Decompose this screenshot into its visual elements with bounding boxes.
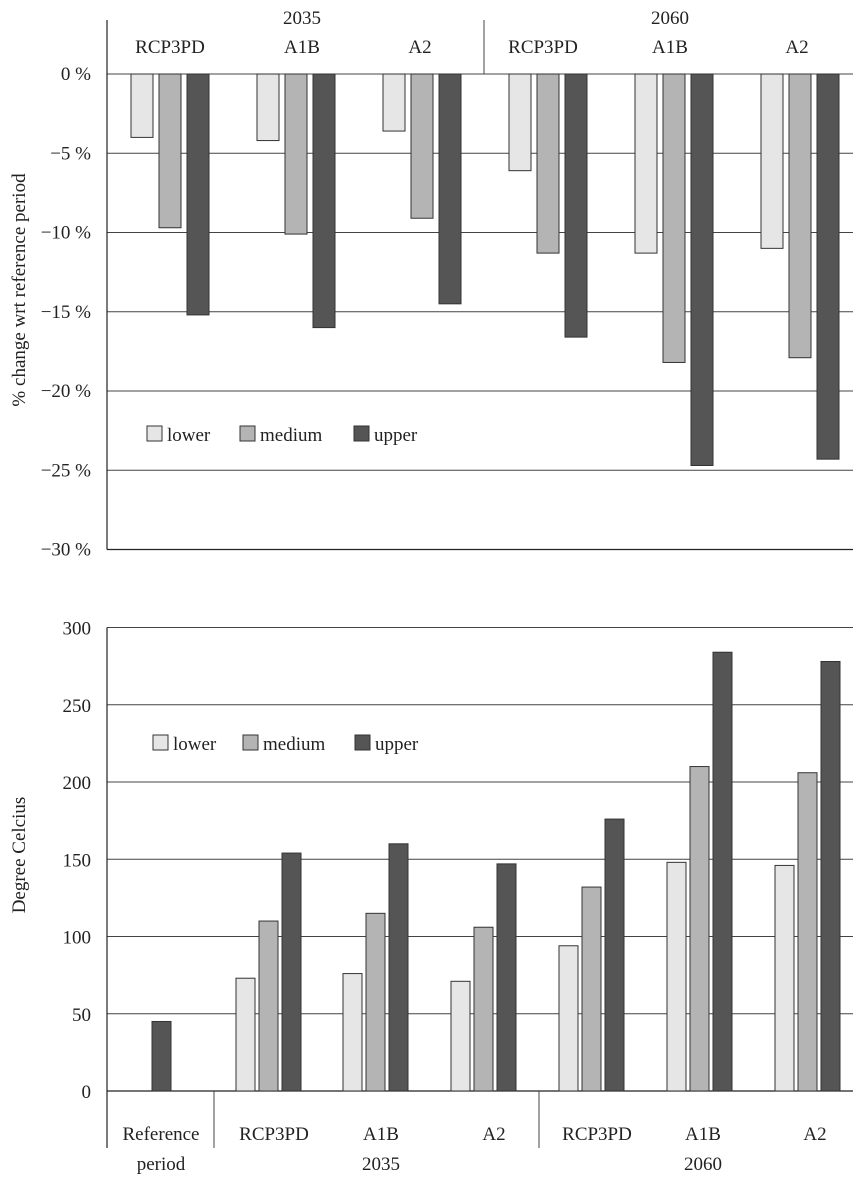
bar-medium xyxy=(365,912,386,1092)
legend-swatch-lower xyxy=(152,734,169,751)
chart-percent-change: 0 % −5 % −10 % −15 % −20 % −25 % −30 % RCP3PD A1… xyxy=(9,8,853,561)
legend-label: lower xyxy=(173,734,217,755)
bar-lower xyxy=(774,864,795,1092)
bar-lower xyxy=(382,73,406,132)
category-label: period xyxy=(137,1154,186,1175)
category-label: Reference xyxy=(123,1124,200,1145)
category-label: A1B xyxy=(363,1124,399,1145)
y-tick-label: 0 % xyxy=(61,64,91,85)
bar-upper xyxy=(186,73,210,316)
y-tick-label: 0 xyxy=(82,1082,92,1103)
y-tick-label: −20 % xyxy=(41,381,91,402)
bar-upper xyxy=(816,73,840,460)
bar-medium xyxy=(788,73,812,359)
y-axis-label: % change wrt reference period xyxy=(9,173,30,407)
bar-medium xyxy=(797,772,818,1092)
category-label: RCP3PD xyxy=(135,37,205,58)
y-axis-label: Degree Celcius xyxy=(9,797,30,914)
group-label: 2060 xyxy=(651,8,689,29)
legend-label: medium xyxy=(263,734,325,755)
y-tick-label: 100 xyxy=(63,928,92,949)
bar-medium xyxy=(473,926,494,1092)
group-label: 2060 xyxy=(684,1154,722,1175)
bar-medium xyxy=(536,73,560,254)
bar-medium xyxy=(581,886,602,1092)
bar-lower xyxy=(760,73,784,249)
bar-upper xyxy=(820,660,841,1092)
bar-lower xyxy=(666,861,687,1092)
bar-upper xyxy=(281,852,302,1092)
bar-upper xyxy=(312,73,336,329)
y-tick-label: −10 % xyxy=(41,223,91,244)
bar-lower xyxy=(130,73,154,138)
category-label: A2 xyxy=(482,1124,505,1145)
legend-label: lower xyxy=(167,425,211,446)
legend-swatch-medium xyxy=(242,734,259,751)
legend-swatch-upper xyxy=(354,734,371,751)
y-tick-label: 50 xyxy=(72,1005,91,1026)
bar-medium xyxy=(689,766,710,1092)
y-tick-label: −25 % xyxy=(41,460,91,481)
legend-swatch-medium xyxy=(239,425,256,442)
bar-lower xyxy=(342,973,363,1092)
category-label: RCP3PD xyxy=(562,1124,632,1145)
group-label: 2035 xyxy=(283,8,321,29)
legend-label: medium xyxy=(260,425,322,446)
bar-upper xyxy=(690,73,714,466)
legend-label: upper xyxy=(375,734,419,755)
category-label: A2 xyxy=(785,37,808,58)
legend-swatch-lower xyxy=(146,425,163,442)
y-tick-label: −15 % xyxy=(41,302,91,323)
bar-upper xyxy=(151,1020,172,1092)
bar-upper xyxy=(388,843,409,1092)
bar-lower xyxy=(256,73,280,142)
group-label: 2035 xyxy=(362,1154,400,1175)
bar-lower xyxy=(558,945,579,1092)
bar-medium xyxy=(662,73,686,363)
bar-medium xyxy=(410,73,434,219)
y-tick-label: 250 xyxy=(63,696,92,717)
bar-lower xyxy=(634,73,658,254)
bar-upper xyxy=(438,73,462,305)
category-label: A1B xyxy=(284,37,320,58)
bar-lower xyxy=(508,73,532,172)
category-label: A2 xyxy=(803,1124,826,1145)
bar-upper xyxy=(712,651,733,1092)
bar-upper xyxy=(564,73,588,338)
chart-degree-celcius: 0 50 100 150 200 250 300 Reference period RCP3PD A… xyxy=(9,619,853,1175)
category-label: A2 xyxy=(408,37,431,58)
category-label: A1B xyxy=(685,1124,721,1145)
category-label: RCP3PD xyxy=(508,37,578,58)
y-tick-label: 200 xyxy=(63,773,92,794)
bar-medium xyxy=(258,920,279,1092)
legend-label: upper xyxy=(374,425,418,446)
bar-medium xyxy=(158,73,182,229)
y-tick-label: 150 xyxy=(63,850,92,871)
bar-upper xyxy=(604,818,625,1092)
y-tick-label: 300 xyxy=(63,619,92,640)
category-label: A1B xyxy=(652,37,688,58)
bar-upper xyxy=(496,863,517,1092)
legend-swatch-upper xyxy=(353,425,370,442)
y-tick-label: −5 % xyxy=(50,143,91,164)
bar-lower xyxy=(450,980,471,1092)
bar-lower xyxy=(235,977,256,1092)
y-tick-label: −30 % xyxy=(41,540,91,561)
category-label: RCP3PD xyxy=(239,1124,309,1145)
bar-medium xyxy=(284,73,308,235)
